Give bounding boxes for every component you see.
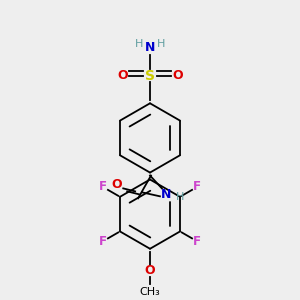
Text: H: H [135,39,143,49]
Text: O: O [117,69,128,82]
Text: O: O [172,69,183,82]
Text: F: F [99,180,107,194]
Text: H: H [157,39,165,49]
Text: O: O [111,178,122,191]
Text: H: H [176,192,184,202]
Text: F: F [99,235,107,248]
Text: F: F [193,180,201,194]
Text: N: N [145,41,155,54]
Text: N: N [161,188,171,201]
Text: O: O [145,264,155,277]
Text: S: S [145,69,155,82]
Text: CH₃: CH₃ [140,287,160,297]
Text: F: F [193,235,201,248]
